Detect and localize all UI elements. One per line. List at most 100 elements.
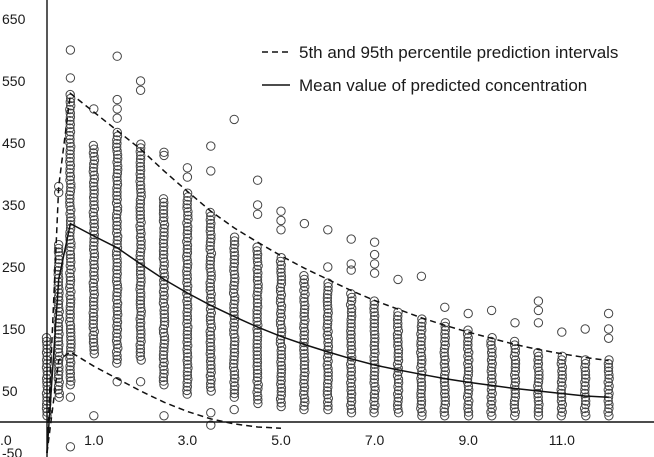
observed-point [369, 396, 379, 407]
observed-point [206, 166, 216, 176]
observed-point [534, 370, 544, 380]
observed-point [322, 297, 333, 307]
observed-point [276, 379, 286, 389]
observed-point [159, 342, 169, 353]
observed-point [65, 380, 76, 390]
observed-point [276, 372, 286, 382]
observed-point [322, 330, 333, 340]
observed-point [88, 308, 98, 318]
observed-point [88, 148, 99, 158]
observed-point [206, 141, 216, 151]
observed-point [205, 215, 216, 225]
observed-point [533, 411, 544, 421]
observed-point [158, 287, 169, 297]
observed-point [182, 244, 193, 254]
observed-point [276, 279, 287, 289]
observed-point [510, 362, 520, 373]
observed-point [510, 388, 520, 399]
observed-point [393, 322, 403, 332]
observed-point [65, 168, 75, 178]
observed-point [182, 289, 192, 299]
observed-point [54, 355, 64, 365]
observed-point [533, 388, 543, 399]
observed-point [111, 250, 122, 260]
observed-point [158, 372, 169, 383]
observed-point [369, 315, 379, 325]
observed-point [135, 165, 146, 176]
observed-point [510, 392, 520, 402]
observed-point [299, 326, 310, 337]
observed-point [65, 171, 76, 182]
observed-point [323, 315, 333, 325]
observed-point [135, 210, 146, 220]
observed-point [322, 319, 333, 329]
observed-point [276, 383, 287, 393]
observed-point [440, 362, 450, 373]
observed-point [135, 340, 145, 350]
observed-point [65, 149, 75, 159]
observed-point [113, 231, 123, 242]
observed-point [370, 382, 380, 392]
observed-point [487, 359, 497, 369]
observed-point [299, 345, 309, 355]
observed-point [463, 362, 474, 373]
observed-point [159, 223, 169, 234]
observed-point [112, 313, 122, 324]
observed-point [346, 385, 356, 396]
observed-point [89, 252, 100, 262]
observed-point [112, 217, 122, 227]
observed-point [604, 381, 614, 391]
observed-point [65, 290, 75, 301]
observed-point [54, 366, 64, 376]
observed-point [346, 367, 357, 377]
observed-point [252, 275, 263, 286]
observed-point [112, 302, 122, 312]
observed-point [581, 411, 591, 421]
observed-point [486, 305, 497, 316]
observed-point [54, 377, 64, 387]
observed-point [135, 180, 146, 190]
observed-point [65, 298, 76, 308]
observed-point [252, 354, 262, 364]
observed-point [299, 401, 309, 411]
observed-point [183, 207, 193, 217]
observed-point [159, 147, 169, 158]
observed-point [252, 331, 263, 342]
observed-point [112, 306, 123, 316]
observed-point [392, 370, 403, 381]
observed-point [416, 377, 427, 387]
observed-point [440, 340, 450, 350]
observed-point [346, 296, 357, 306]
observed-point [369, 389, 380, 399]
observed-point [112, 205, 123, 216]
observed-point [112, 235, 123, 246]
observed-point [66, 182, 76, 193]
observed-point [89, 185, 99, 195]
observed-point [440, 385, 450, 395]
observed-point [510, 381, 520, 391]
observed-point [230, 295, 240, 306]
observed-point [229, 232, 240, 242]
observed-point [205, 371, 216, 381]
observed-point [206, 267, 216, 277]
y-tick-label: 450 [2, 135, 26, 151]
observed-point [112, 354, 122, 365]
observed-point [370, 329, 380, 340]
observed-point [463, 344, 473, 354]
observed-point [89, 211, 99, 221]
observed-point [369, 378, 379, 388]
observed-point [557, 407, 567, 417]
observed-point [228, 288, 239, 298]
observed-point [253, 261, 263, 271]
observed-point [65, 164, 75, 174]
observed-point [393, 341, 403, 351]
observed-point [299, 278, 309, 288]
observed-point [276, 308, 286, 319]
observed-point [603, 333, 614, 343]
observed-point [159, 411, 169, 421]
observed-point [299, 393, 310, 404]
observed-point [487, 344, 497, 354]
observed-point [253, 383, 263, 394]
observed-point [182, 359, 193, 369]
observed-point [533, 359, 544, 369]
